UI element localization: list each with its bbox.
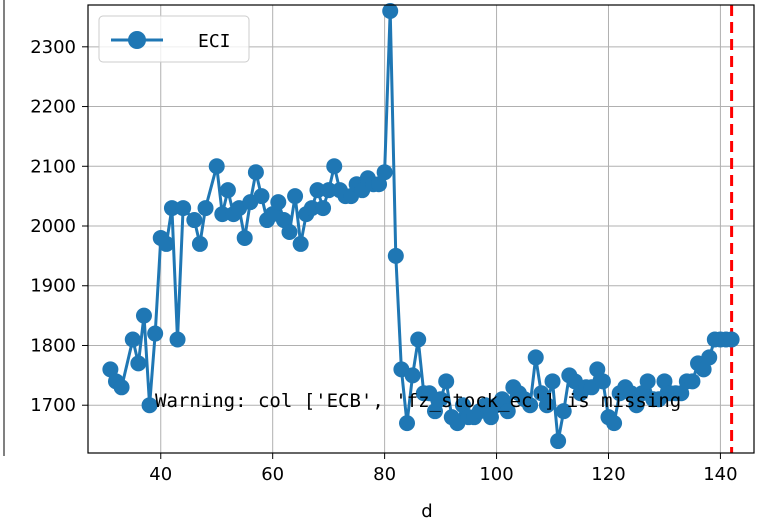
data-point [656, 373, 673, 390]
data-point [186, 212, 203, 229]
x-tick-label: 100 [479, 464, 513, 485]
data-point [303, 200, 320, 217]
data-point [533, 385, 550, 402]
x-ticks: 40 60 80 100 120 140 [149, 453, 738, 485]
data-point [387, 247, 404, 264]
data-point [695, 361, 712, 378]
data-point [589, 361, 606, 378]
data-point [482, 409, 499, 426]
data-point [628, 397, 645, 414]
data-point [404, 367, 421, 384]
legend: ECI [98, 15, 250, 63]
data-point [292, 235, 309, 252]
y-tick-label: 2000 [30, 216, 76, 237]
x-tick-label: 60 [261, 464, 284, 485]
data-point [594, 373, 611, 390]
data-point [454, 397, 471, 414]
data-point [208, 158, 225, 175]
data-point [723, 331, 740, 348]
y-tick-label: 2200 [30, 97, 76, 118]
x-tick-label: 40 [149, 464, 172, 485]
data-point [494, 391, 511, 408]
data-point [219, 182, 236, 199]
data-point [253, 188, 270, 205]
data-point [158, 235, 175, 252]
data-point [113, 379, 130, 396]
data-point [320, 182, 337, 199]
data-point [606, 415, 623, 432]
data-point [214, 206, 231, 223]
data-point [382, 2, 399, 19]
data-point [236, 229, 253, 246]
data-point [555, 403, 572, 420]
data-point [438, 373, 455, 390]
y-tick-label: 1900 [30, 276, 76, 297]
data-point [135, 307, 152, 324]
data-point [432, 391, 449, 408]
data-point [191, 235, 208, 252]
data-point [550, 433, 567, 450]
warning-annotation: Warning: col ['ECB', 'fz_stock_ec'] is m… [155, 390, 681, 412]
data-point [410, 331, 427, 348]
data-point [426, 403, 443, 420]
legend-dot-marker [128, 31, 146, 49]
y-ticks: 1700 1800 1900 2000 2100 2200 2300 [30, 37, 88, 416]
data-point [622, 385, 639, 402]
data-point [673, 385, 690, 402]
data-point [281, 223, 298, 240]
x-axis-title: d [421, 501, 432, 522]
data-point [270, 194, 287, 211]
data-point [147, 325, 164, 342]
x-tick-label: 120 [591, 464, 625, 485]
data-point [169, 331, 186, 348]
data-point [309, 182, 326, 199]
legend-label-eci: ECI [198, 31, 231, 52]
data-point [399, 415, 416, 432]
y-tick-label: 1800 [30, 335, 76, 356]
series-layer [102, 2, 740, 450]
data-point [247, 164, 264, 181]
y-tick-label: 2300 [30, 37, 76, 58]
data-point [287, 188, 304, 205]
plot-frame [87, 4, 755, 454]
data-point [130, 355, 147, 372]
data-point [499, 403, 516, 420]
data-point [197, 200, 214, 217]
data-point [538, 397, 555, 414]
data-point [477, 397, 494, 414]
data-point [124, 331, 141, 348]
legend-box [98, 15, 250, 63]
data-point [376, 164, 393, 181]
x-tick-label: 80 [373, 464, 396, 485]
data-point [315, 200, 332, 217]
y-tick-label: 2100 [30, 156, 76, 177]
data-point [326, 158, 343, 175]
data-point [175, 200, 192, 217]
data-point [527, 349, 544, 366]
data-point [275, 212, 292, 229]
data-point [544, 373, 561, 390]
data-point [141, 397, 158, 414]
x-tick-label: 140 [703, 464, 737, 485]
data-point [371, 176, 388, 193]
data-point [701, 349, 718, 366]
data-point [639, 373, 656, 390]
y-tick-label: 1700 [30, 395, 76, 416]
data-point [522, 397, 539, 414]
data-point [684, 373, 701, 390]
data-point [102, 361, 119, 378]
data-point [163, 200, 180, 217]
